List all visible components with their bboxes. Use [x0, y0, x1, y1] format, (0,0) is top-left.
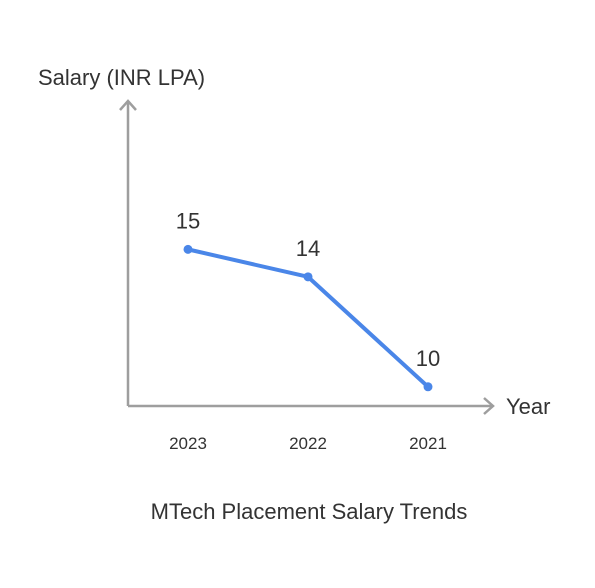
y-axis-label: Salary (INR LPA) — [38, 65, 205, 90]
x-tick-label: 2023 — [169, 434, 207, 453]
x-tick-labels: 2023 2022 2021 — [169, 434, 447, 453]
y-axis: Salary (INR LPA) — [38, 65, 205, 406]
data-label: 15 — [176, 208, 200, 233]
x-tick-label: 2021 — [409, 434, 447, 453]
data-label: 14 — [296, 236, 320, 261]
y-axis-arrow-icon — [119, 99, 137, 111]
data-point — [423, 382, 433, 392]
x-tick-label: 2022 — [289, 434, 327, 453]
data-point — [303, 272, 313, 282]
data-point — [183, 244, 193, 254]
x-axis-label: Year — [506, 394, 550, 419]
data-label: 10 — [416, 346, 440, 371]
x-axis: Year — [128, 394, 550, 419]
x-axis-arrow-icon — [483, 397, 495, 415]
series-layer: 15 14 10 — [176, 208, 440, 392]
series-line — [186, 247, 430, 389]
chart-title: MTech Placement Salary Trends — [151, 499, 468, 524]
